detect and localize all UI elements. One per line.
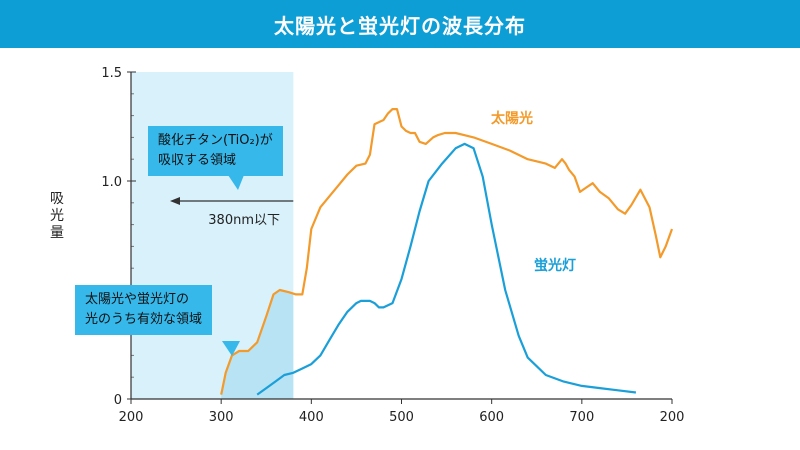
y-tick-label: 1.0: [101, 175, 122, 190]
effective-region-callout: 太陽光や蛍光灯の 光のうち有効な領域: [75, 285, 213, 335]
y-tick-label: 0: [114, 393, 122, 408]
x-tick-label: 200: [660, 410, 685, 425]
sunlight-series-line: [220, 108, 674, 395]
overlap-callout-line-2: 光のうち有効な領域: [85, 312, 203, 327]
x-tick-label: 700: [569, 410, 594, 425]
tio2-region-callout: 酸化チタン(TiO₂)が 吸収する領域: [148, 126, 283, 176]
overlap-callout-pointer: [222, 341, 240, 356]
y-axis-label-char: 吸: [50, 191, 64, 207]
overlap-callout-line-1: 太陽光や蛍光灯の: [85, 292, 190, 307]
x-tick-label: 400: [299, 410, 324, 425]
sunlight-label: 太陽光: [491, 110, 533, 127]
y-axis-label-char: 量: [50, 225, 64, 241]
title-bar: 太陽光と蛍光灯の波長分布: [0, 0, 800, 48]
y-axis-label-char: 光: [50, 208, 64, 224]
wavelength-arrow-label: 380nm以下: [208, 213, 280, 228]
y-tick-label: 1.5: [101, 66, 122, 81]
fluorescent-series-line: [256, 142, 637, 396]
x-tick-label: 300: [209, 410, 234, 425]
chart-title: 太陽光と蛍光灯の波長分布: [274, 13, 526, 38]
effective-overlap-region: [221, 290, 294, 399]
x-tick-label: 600: [479, 410, 504, 425]
tio2-callout-line-1: 酸化チタン(TiO₂)が: [158, 133, 273, 148]
wavelength-arrow-head: [170, 197, 180, 205]
tio2-callout-pointer: [228, 175, 244, 190]
tio2-callout-line-2: 吸収する領域: [158, 153, 237, 168]
x-tick-label: 200: [119, 410, 144, 425]
x-tick-label: 500: [389, 410, 414, 425]
fluorescent-label: 蛍光灯: [534, 257, 576, 274]
